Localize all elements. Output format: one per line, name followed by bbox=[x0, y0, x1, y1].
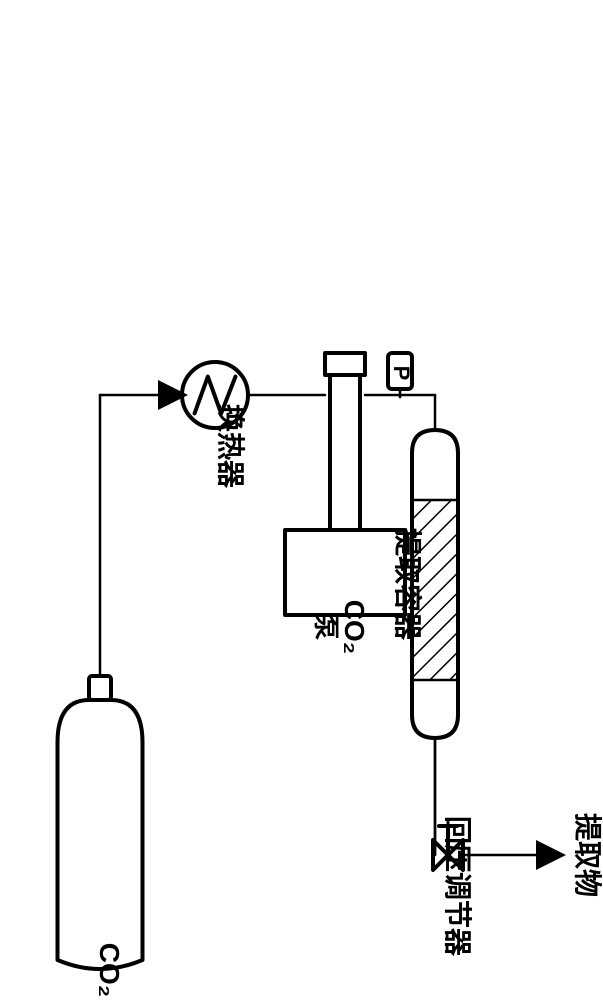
heat-exchanger-label: 换热器 bbox=[215, 404, 246, 489]
cylinder-cap bbox=[89, 676, 111, 700]
pump-piston bbox=[330, 375, 360, 530]
co2-cylinder bbox=[58, 700, 143, 969]
bpr-label: 回压调节器 bbox=[442, 816, 473, 957]
pump-label: CO₂泵 bbox=[311, 600, 370, 654]
extract-label: 提取物 bbox=[572, 813, 603, 897]
gauge-label: P bbox=[389, 366, 414, 381]
cylinder-label: CO₂ bbox=[94, 943, 125, 997]
vessel-label: 提取容器 bbox=[392, 528, 424, 641]
pump-cap bbox=[325, 353, 365, 375]
